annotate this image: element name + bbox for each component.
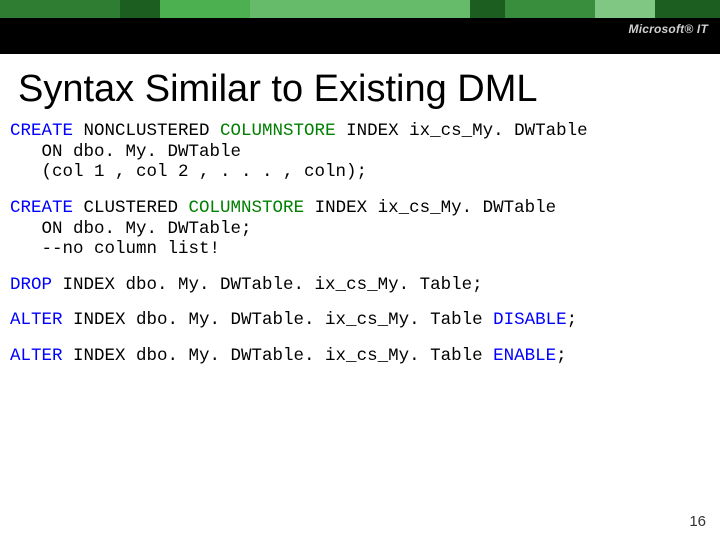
slide-title: Syntax Similar to Existing DML	[0, 54, 720, 121]
header-color-strip	[0, 0, 720, 18]
keyword-alter: ALTER	[10, 346, 63, 366]
keyword-alter: ALTER	[10, 310, 63, 330]
code-text: (col 1 , col 2 , . . . , coln);	[10, 162, 367, 182]
code-block-1: CREATE NONCLUSTERED COLUMNSTORE INDEX ix…	[10, 121, 710, 183]
header-segment	[470, 0, 505, 18]
header-segment	[0, 0, 120, 18]
code-text: ON dbo. My. DWTable	[10, 142, 241, 162]
header-segment	[250, 0, 470, 18]
code-text: ON dbo. My. DWTable;	[10, 219, 252, 239]
slide-header: Microsoft® IT	[0, 0, 720, 54]
code-text: INDEX ix_cs_My. DWTable	[304, 198, 556, 218]
code-area: CREATE NONCLUSTERED COLUMNSTORE INDEX ix…	[0, 121, 720, 367]
keyword-columnstore: COLUMNSTORE	[220, 121, 336, 141]
code-block-2: CREATE CLUSTERED COLUMNSTORE INDEX ix_cs…	[10, 198, 710, 260]
code-text: INDEX dbo. My. DWTable. ix_cs_My. Table	[63, 310, 494, 330]
keyword-drop: DROP	[10, 275, 52, 295]
code-text: --no column list!	[10, 239, 220, 259]
code-text: CLUSTERED	[73, 198, 189, 218]
brand-label: Microsoft® IT	[629, 22, 708, 36]
code-text: ;	[556, 346, 567, 366]
header-segment	[505, 0, 595, 18]
code-text: INDEX dbo. My. DWTable. ix_cs_My. Table	[63, 346, 494, 366]
code-block-3: DROP INDEX dbo. My. DWTable. ix_cs_My. T…	[10, 275, 710, 296]
header-segment	[160, 0, 250, 18]
code-text: NONCLUSTERED	[73, 121, 220, 141]
header-segment	[595, 0, 655, 18]
page-number: 16	[689, 513, 706, 530]
keyword-create: CREATE	[10, 198, 73, 218]
code-text: INDEX ix_cs_My. DWTable	[336, 121, 588, 141]
keyword-disable: DISABLE	[493, 310, 567, 330]
keyword-enable: ENABLE	[493, 346, 556, 366]
code-text: INDEX dbo. My. DWTable. ix_cs_My. Table;	[52, 275, 483, 295]
code-block-5: ALTER INDEX dbo. My. DWTable. ix_cs_My. …	[10, 346, 710, 367]
code-block-4: ALTER INDEX dbo. My. DWTable. ix_cs_My. …	[10, 310, 710, 331]
keyword-create: CREATE	[10, 121, 73, 141]
keyword-columnstore: COLUMNSTORE	[189, 198, 305, 218]
code-text: ;	[567, 310, 578, 330]
header-segment	[655, 0, 720, 18]
header-segment	[120, 0, 160, 18]
